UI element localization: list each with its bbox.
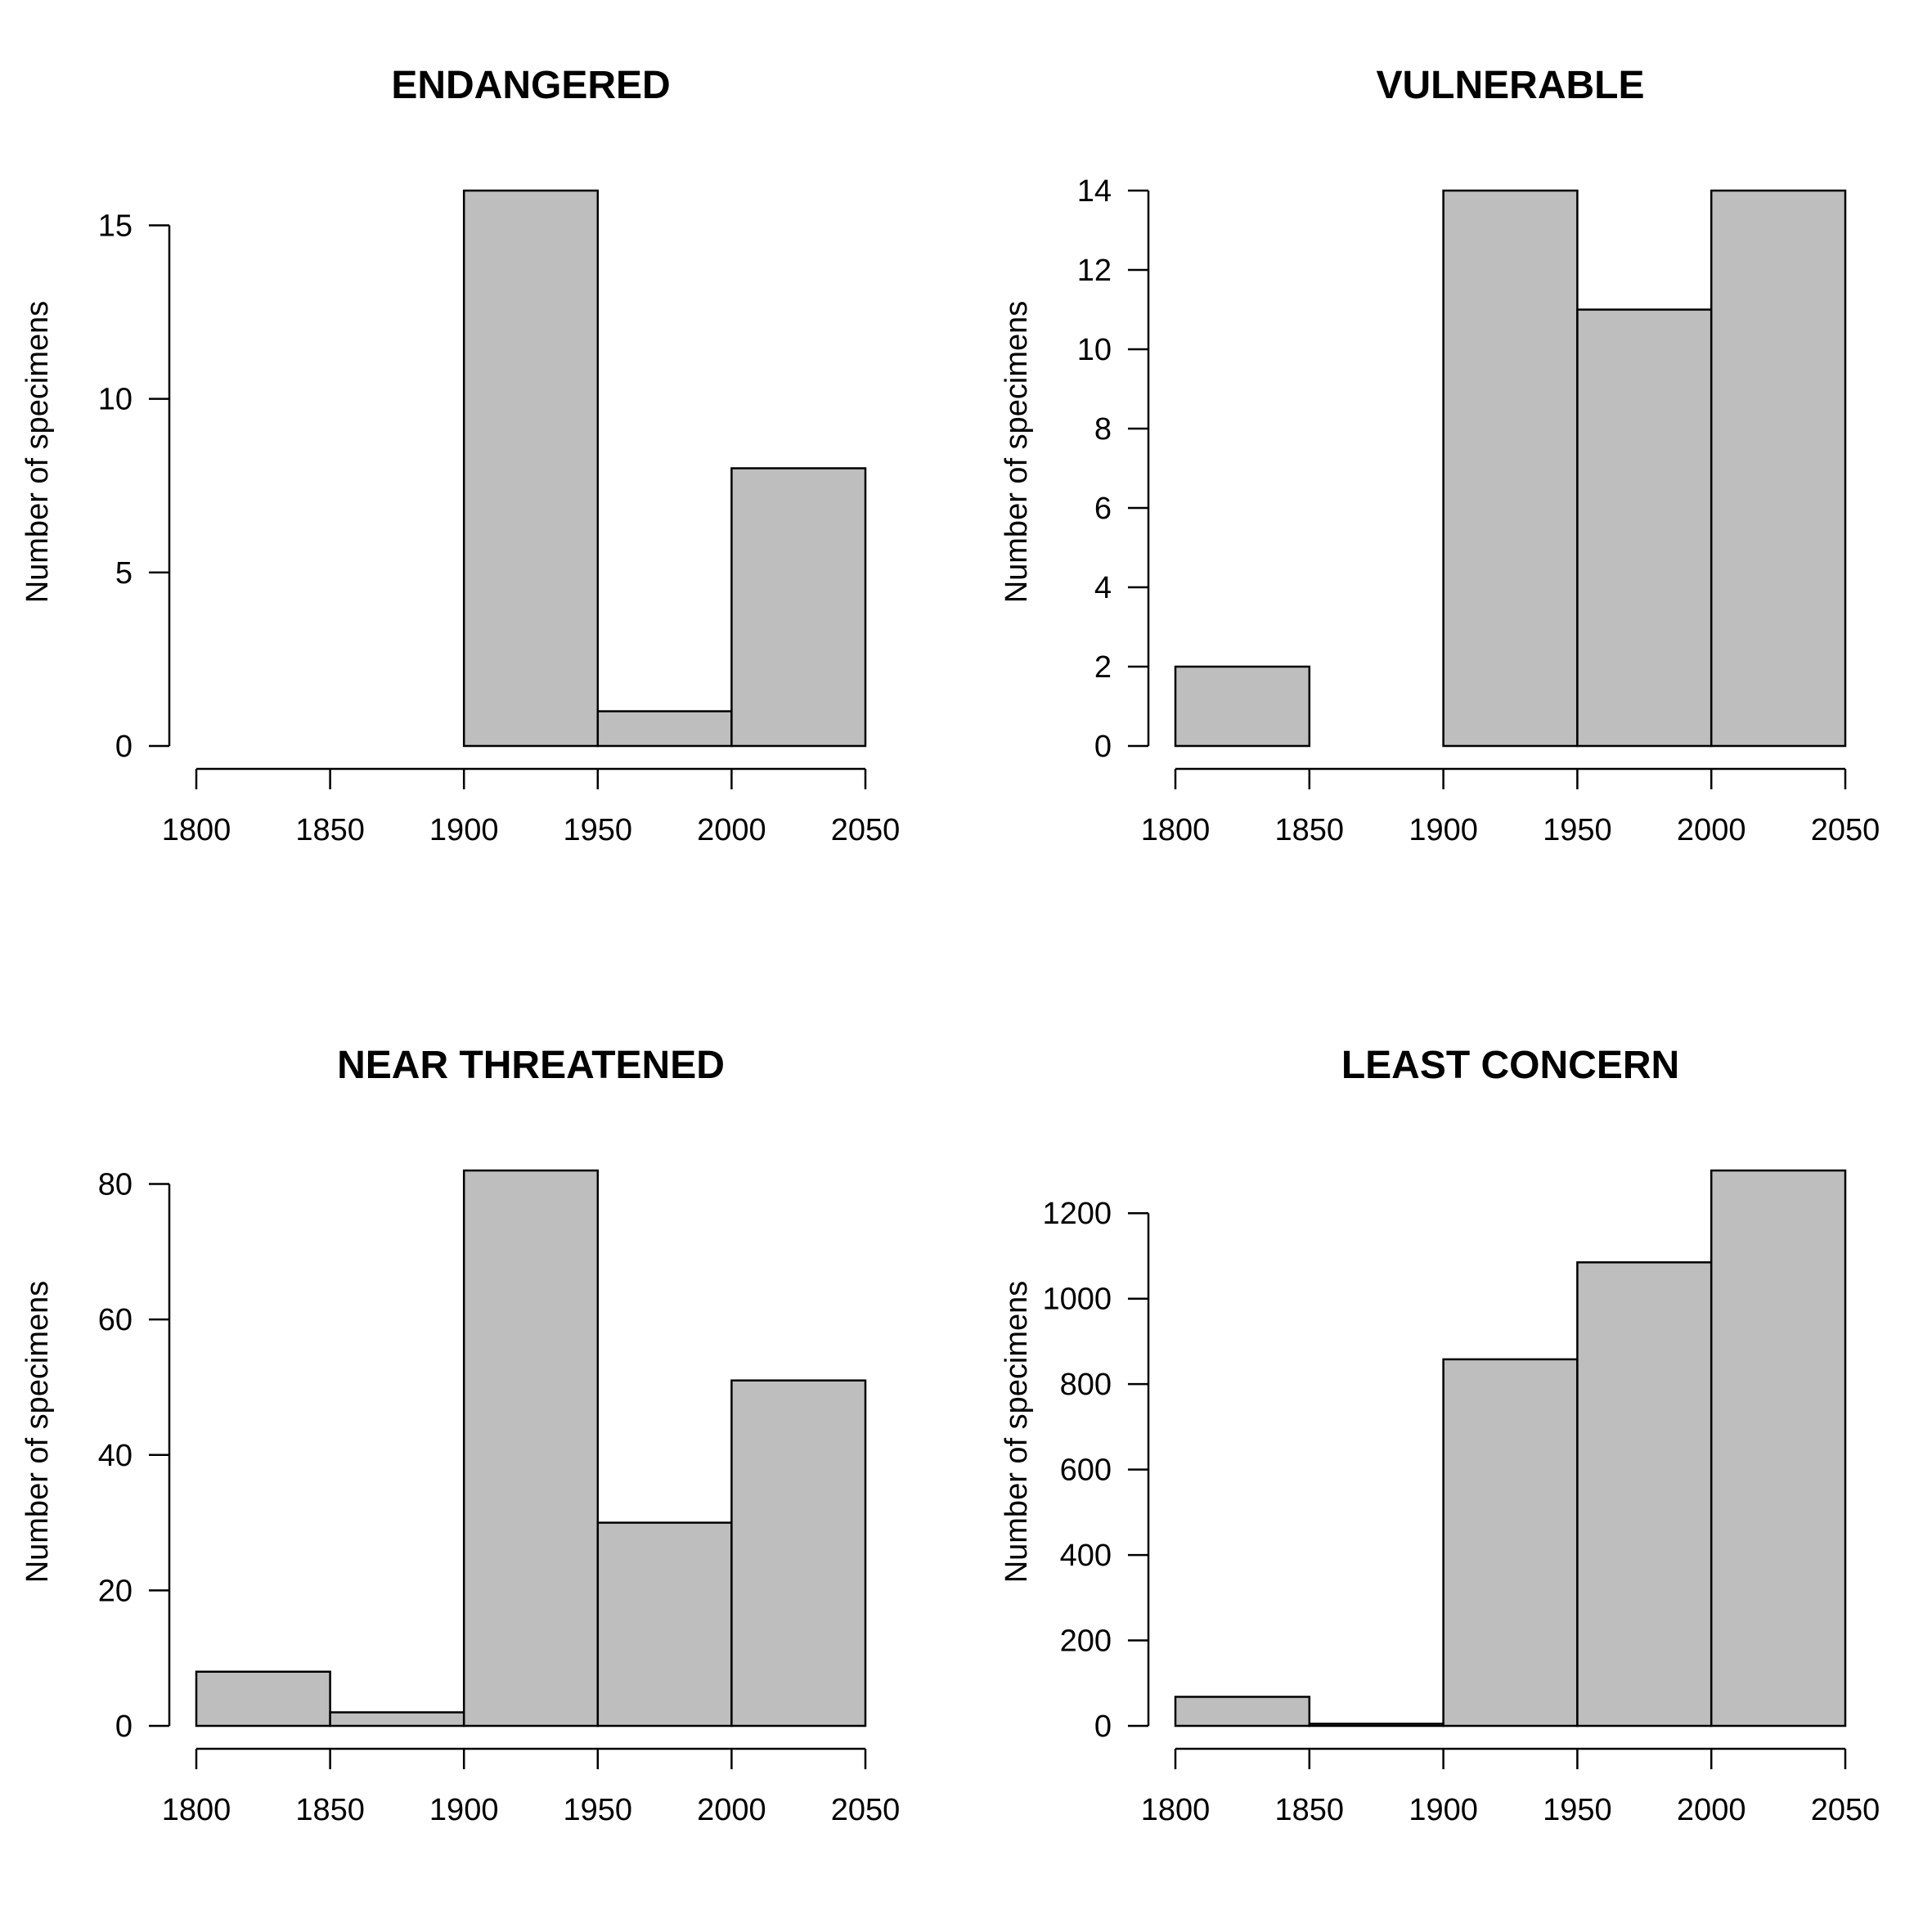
y-axis-label: Number of specimens	[1000, 301, 1034, 604]
y-tick-label: 0	[1094, 730, 1112, 764]
x-tick-label: 1900	[1409, 813, 1478, 847]
x-tick-label: 1800	[1141, 1793, 1211, 1827]
y-tick-label: 60	[98, 1303, 133, 1337]
x-tick-label: 2050	[1811, 813, 1880, 847]
y-tick-label: 200	[1060, 1624, 1112, 1659]
histogram-bar	[1710, 189, 1847, 748]
x-tick-label: 2000	[1677, 1793, 1746, 1827]
x-tick-label: 2000	[1677, 813, 1746, 847]
y-tick-label: 0	[1094, 1710, 1112, 1744]
y-tick-label: 1200	[1042, 1197, 1112, 1231]
y-tick-label: 0	[115, 730, 133, 764]
histogram-panel: LEAST CONCERN 0 200 400 600 800 1000 1200 Number…	[1000, 1044, 1880, 1827]
y-tick-label: 40	[98, 1439, 133, 1473]
histogram-bar	[329, 1711, 465, 1728]
x-tick-label: 2000	[697, 813, 766, 847]
x-tick-label: 1850	[295, 813, 365, 847]
x-tick-label: 2050	[1811, 1793, 1880, 1827]
histogram-panel: VULNERABLE 0 2 4 6 8 10 12 14 Number of specimens…	[1000, 64, 1880, 847]
x-tick-label: 1900	[429, 1793, 499, 1827]
y-tick-label: 1000	[1042, 1283, 1112, 1317]
x-tick-label: 1800	[1141, 813, 1211, 847]
x-tick-label: 1850	[1275, 1793, 1345, 1827]
chart-title: LEAST CONCERN	[1341, 1044, 1679, 1087]
histogram-bar	[1174, 1696, 1311, 1728]
y-axis-label: Number of specimens	[20, 301, 55, 604]
histogram-bar	[462, 189, 600, 748]
x-tick-label: 1900	[429, 813, 499, 847]
y-tick-label: 10	[1077, 333, 1112, 367]
y-tick-label: 5	[115, 556, 133, 591]
x-tick-label: 2000	[697, 1793, 766, 1827]
histogram-bar	[1576, 1261, 1713, 1728]
x-tick-label: 2050	[831, 813, 901, 847]
y-tick-label: 15	[98, 209, 133, 243]
y-tick-label: 20	[98, 1574, 133, 1608]
histogram-bar	[1442, 1358, 1579, 1728]
y-tick-label: 80	[98, 1168, 133, 1202]
histogram-panel: ENDANGERED 0 5 10 15 Number of specimens 1800 1…	[20, 64, 900, 847]
histogram-bar	[1308, 1723, 1445, 1728]
histogram-bar	[730, 467, 867, 748]
x-tick-label: 1800	[162, 813, 231, 847]
chart-title: NEAR THREATENED	[337, 1044, 725, 1087]
y-tick-label: 2	[1094, 650, 1112, 685]
x-tick-label: 1950	[564, 1793, 633, 1827]
y-tick-label: 400	[1060, 1539, 1112, 1573]
y-tick-label: 12	[1077, 254, 1112, 288]
y-tick-label: 0	[115, 1710, 133, 1744]
histogram-panel: NEAR THREATENED 0 20 40 60 80 Number of specim…	[20, 1044, 900, 1827]
y-tick-label: 800	[1060, 1368, 1112, 1402]
x-tick-label: 1850	[295, 1793, 365, 1827]
y-axis-label: Number of specimens	[20, 1281, 55, 1584]
x-tick-label: 1950	[1543, 1793, 1612, 1827]
x-tick-label: 2050	[831, 1793, 901, 1827]
chart-title: ENDANGERED	[391, 64, 670, 107]
histogram-bar	[596, 1521, 733, 1728]
y-tick-label: 14	[1077, 174, 1112, 209]
y-tick-label: 600	[1060, 1453, 1112, 1488]
x-tick-label: 1800	[162, 1793, 231, 1827]
y-tick-label: 8	[1094, 412, 1112, 447]
y-axis-label: Number of specimens	[1000, 1281, 1034, 1584]
histogram-bar	[1576, 308, 1713, 748]
histogram-bar	[1710, 1169, 1847, 1728]
chart-title: VULNERABLE	[1376, 64, 1644, 107]
y-tick-label: 6	[1094, 492, 1112, 526]
histogram-bar	[1174, 665, 1311, 748]
histogram-bar	[462, 1169, 600, 1728]
x-tick-label: 1850	[1275, 813, 1345, 847]
histogram-bar	[195, 1670, 331, 1728]
x-tick-label: 1900	[1409, 1793, 1478, 1827]
histogram-bar	[730, 1379, 867, 1728]
x-tick-label: 1950	[1543, 813, 1612, 847]
histogram-bar	[596, 710, 733, 748]
y-tick-label: 10	[98, 383, 133, 417]
histogram-bar	[1442, 189, 1579, 748]
y-tick-label: 4	[1094, 571, 1112, 605]
x-tick-label: 1950	[564, 813, 633, 847]
